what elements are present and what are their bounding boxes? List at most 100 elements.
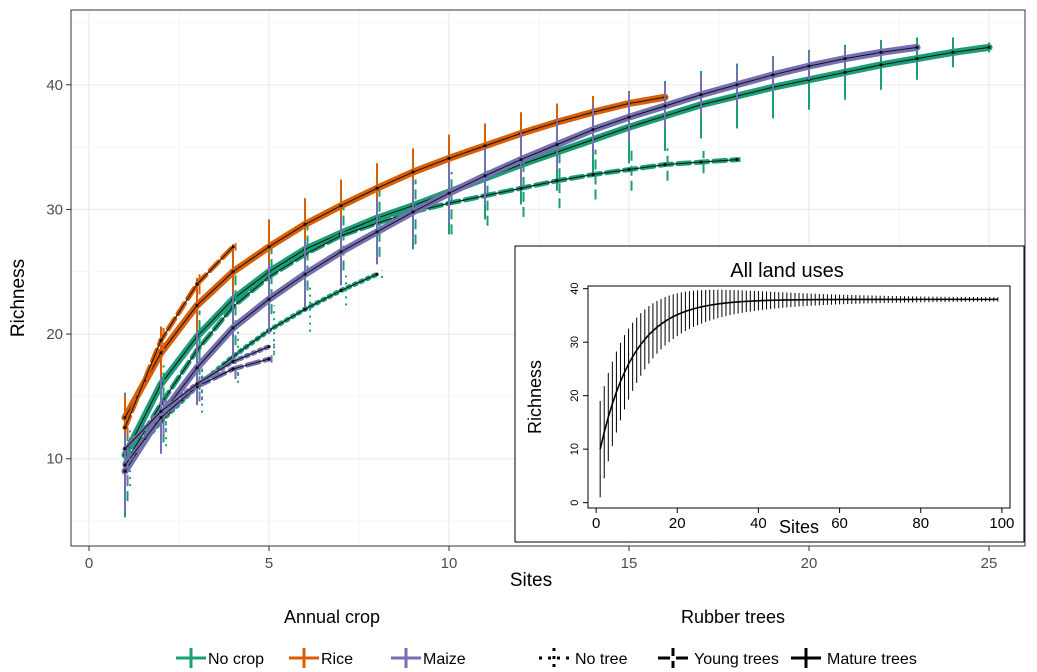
data-point: [447, 191, 451, 195]
data-point: [267, 297, 271, 301]
inset: All land uses 0 20 40 60 80 100 0 10 20 30 40 Site…: [514, 245, 1025, 543]
data-point: [303, 307, 307, 311]
data-point: [519, 157, 523, 162]
inset-frame: [514, 245, 1025, 543]
y-tick-label: 30: [46, 201, 63, 218]
data-point: [735, 157, 739, 162]
y-tick-label: 20: [46, 326, 63, 343]
legend-title-rubber-trees: Rubber trees: [681, 607, 785, 627]
inset-y-tick-label: 0: [569, 500, 581, 506]
series-maize-no-tree: [122, 340, 276, 468]
data-point: [195, 303, 199, 308]
legend-crop-rice: Rice: [289, 648, 353, 668]
data-point: [555, 179, 559, 183]
x-tick-label: 15: [621, 555, 638, 572]
legend-crop-label: Rice: [321, 651, 353, 668]
data-point: [123, 469, 127, 473]
data-point: [231, 359, 235, 364]
data-point: [771, 73, 775, 77]
data-point: [375, 186, 379, 190]
data-point: [699, 160, 703, 164]
data-point: [483, 144, 487, 148]
data-point: [951, 50, 955, 54]
data-point: [123, 425, 127, 430]
main-axes: 0 5 10 15 20 25 10 20 30 40: [46, 77, 997, 572]
data-point: [123, 463, 127, 467]
data-point: [303, 222, 307, 226]
legend-tree-young-trees: Young trees: [658, 648, 779, 668]
data-point: [663, 104, 667, 108]
legend-title-annual-crop: Annual crop: [284, 607, 380, 627]
inset-title: All land uses: [730, 260, 843, 282]
x-axis-label: Sites: [510, 570, 552, 591]
data-point: [339, 204, 343, 208]
y-axis-label: Richness: [8, 259, 29, 337]
x-tick-label: 0: [85, 555, 93, 572]
data-point: [195, 382, 199, 386]
data-point: [627, 115, 631, 119]
inset-series: [599, 289, 999, 498]
inset-x-tick-label: 100: [989, 515, 1014, 532]
data-point: [411, 170, 415, 174]
data-point: [735, 83, 739, 87]
legend-crop-maize: Maize: [391, 648, 466, 668]
data-point: [591, 172, 595, 177]
inset-y-tick-label: 40: [569, 283, 581, 295]
data-point: [915, 57, 919, 61]
data-point: [159, 338, 163, 342]
legend-tree-label: Young trees: [694, 651, 779, 668]
data-point: [123, 416, 127, 420]
inset-x-tick-label: 80: [912, 515, 929, 532]
series-center-line: [124, 159, 738, 464]
series-center-line: [124, 96, 666, 418]
main-panel-border: [70, 9, 1026, 547]
data-point: [267, 245, 271, 249]
legend-tree-label: No tree: [575, 651, 628, 668]
data-point: [159, 351, 163, 355]
data-point: [519, 186, 523, 190]
data-point: [375, 230, 379, 234]
data-point: [879, 50, 883, 54]
series-rice-young-trees: [122, 243, 237, 438]
main-series: [121, 37, 993, 518]
inset-y-tick-label: 10: [569, 443, 581, 455]
legend-crop-no-crop: No crop: [176, 648, 264, 668]
data-point: [231, 326, 235, 330]
data-point: [627, 167, 631, 172]
data-point: [483, 174, 487, 178]
x-tick-label: 20: [801, 555, 818, 572]
data-point: [339, 250, 343, 254]
series-maize-young-trees: [122, 355, 273, 485]
inset-y-axis-label: Richness: [525, 360, 545, 434]
inset-x-axis-label: Sites: [779, 517, 819, 537]
data-point: [879, 63, 883, 67]
data-point: [339, 288, 343, 293]
inset-curve: [599, 298, 998, 450]
inset-y-tick-label: 30: [569, 336, 581, 348]
legend-crop-label: Maize: [423, 651, 466, 668]
data-point: [267, 357, 271, 361]
data-point: [267, 344, 271, 349]
data-point: [231, 367, 235, 371]
data-point: [555, 143, 559, 147]
data-point: [159, 416, 163, 420]
x-tick-label: 10: [441, 555, 458, 572]
data-point: [663, 162, 667, 167]
data-point: [375, 272, 379, 276]
y-tick-label: 40: [46, 77, 63, 94]
x-tick-label: 25: [981, 555, 998, 572]
data-point: [843, 70, 847, 74]
data-point: [699, 93, 703, 97]
inset-x-tick-label: 0: [592, 515, 600, 532]
inset-x-tick-label: 20: [669, 515, 686, 532]
legend-crop-label: No crop: [208, 651, 264, 668]
data-point: [231, 245, 235, 249]
data-point: [231, 270, 235, 274]
data-point: [447, 156, 451, 160]
data-point: [195, 282, 199, 286]
data-point: [843, 57, 847, 61]
data-point: [195, 366, 199, 370]
data-point: [303, 272, 307, 276]
inset-plot-border: [587, 285, 1011, 509]
